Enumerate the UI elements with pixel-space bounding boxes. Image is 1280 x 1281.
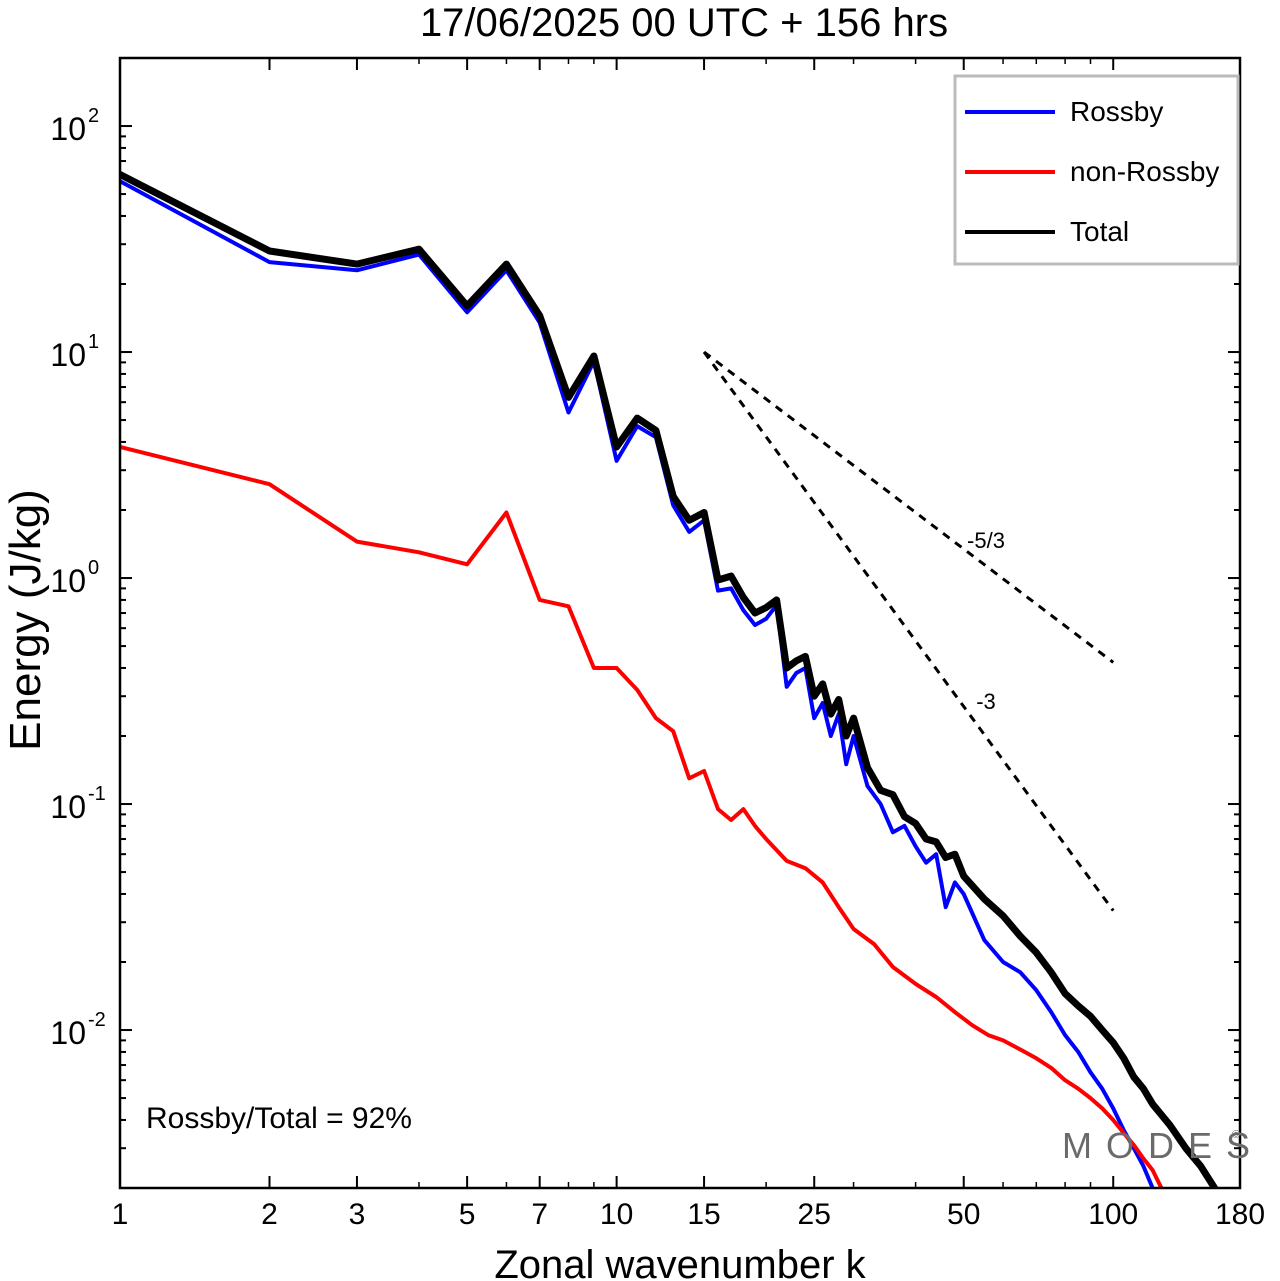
chart-title: 17/06/2025 00 UTC + 156 hrs bbox=[420, 1, 948, 45]
x-tick-label: 10 bbox=[600, 1198, 633, 1231]
y-tick-label-base: 10 bbox=[50, 1015, 86, 1051]
legend: Rossby non-Rossby Total bbox=[953, 74, 1240, 266]
x-tick-label: 180 bbox=[1215, 1198, 1265, 1231]
x-axis-tick-labels: 1 2 3 5 7 10 15 25 50 100 180 bbox=[112, 1198, 1265, 1231]
y-tick-label-exponent: 1 bbox=[88, 331, 99, 353]
y-tick-label-exponent: 0 bbox=[88, 557, 99, 579]
y-tick-label-base: 10 bbox=[50, 337, 86, 373]
reference-line bbox=[703, 350, 1115, 664]
y-tick-label: 10 2 bbox=[50, 105, 99, 147]
y-tick-label-base: 10 bbox=[50, 111, 86, 147]
x-tick-label: 7 bbox=[531, 1198, 548, 1231]
y-tick-label-exponent: -2 bbox=[88, 1009, 106, 1031]
rossby-ratio-annotation: Rossby/Total = 92% bbox=[146, 1102, 412, 1135]
legend-label: Total bbox=[1070, 216, 1129, 247]
plot-frame bbox=[118, 56, 1242, 1190]
reference-slope-lines bbox=[702, 350, 1115, 912]
series-line bbox=[120, 445, 1164, 1188]
reference-line-label: -5/3 bbox=[967, 528, 1005, 553]
x-axis-label: Zonal wavenumber k bbox=[494, 1243, 866, 1281]
y-tick-label: 10 0 bbox=[50, 557, 99, 599]
legend-items: Rossby non-Rossby Total bbox=[965, 96, 1219, 247]
x-tick-label: 25 bbox=[798, 1198, 831, 1231]
y-tick-label: 10 -2 bbox=[50, 1009, 105, 1051]
y-tick-label: 10 -1 bbox=[50, 783, 105, 825]
modes-watermark: MODES bbox=[1062, 1125, 1264, 1166]
x-tick-label: 1 bbox=[112, 1198, 129, 1231]
legend-label: non-Rossby bbox=[1070, 156, 1219, 187]
x-tick-label: 50 bbox=[947, 1198, 980, 1231]
y-tick-label-exponent: -1 bbox=[88, 783, 106, 805]
x-tick-label: 15 bbox=[687, 1198, 720, 1231]
y-tick-label-exponent: 2 bbox=[88, 105, 99, 127]
reference-slope-labels: -5/3 -3 bbox=[967, 528, 1005, 714]
y-axis-label: Energy (J/kg) bbox=[1, 489, 50, 751]
x-tick-label: 100 bbox=[1088, 1198, 1138, 1231]
reference-line-label: -3 bbox=[976, 689, 996, 714]
series-line bbox=[120, 171, 1219, 1188]
series-lines bbox=[120, 171, 1219, 1188]
x-tick-label: 5 bbox=[459, 1198, 476, 1231]
reference-line bbox=[702, 351, 1115, 912]
x-tick-label: 3 bbox=[349, 1198, 366, 1231]
y-tick-label: 10 1 bbox=[50, 331, 99, 373]
y-tick-label-base: 10 bbox=[50, 789, 86, 825]
x-tick-label: 2 bbox=[261, 1198, 278, 1231]
legend-label: Rossby bbox=[1070, 96, 1163, 127]
y-tick-label-base: 10 bbox=[50, 563, 86, 599]
copyright-icon: © bbox=[1232, 1129, 1240, 1141]
